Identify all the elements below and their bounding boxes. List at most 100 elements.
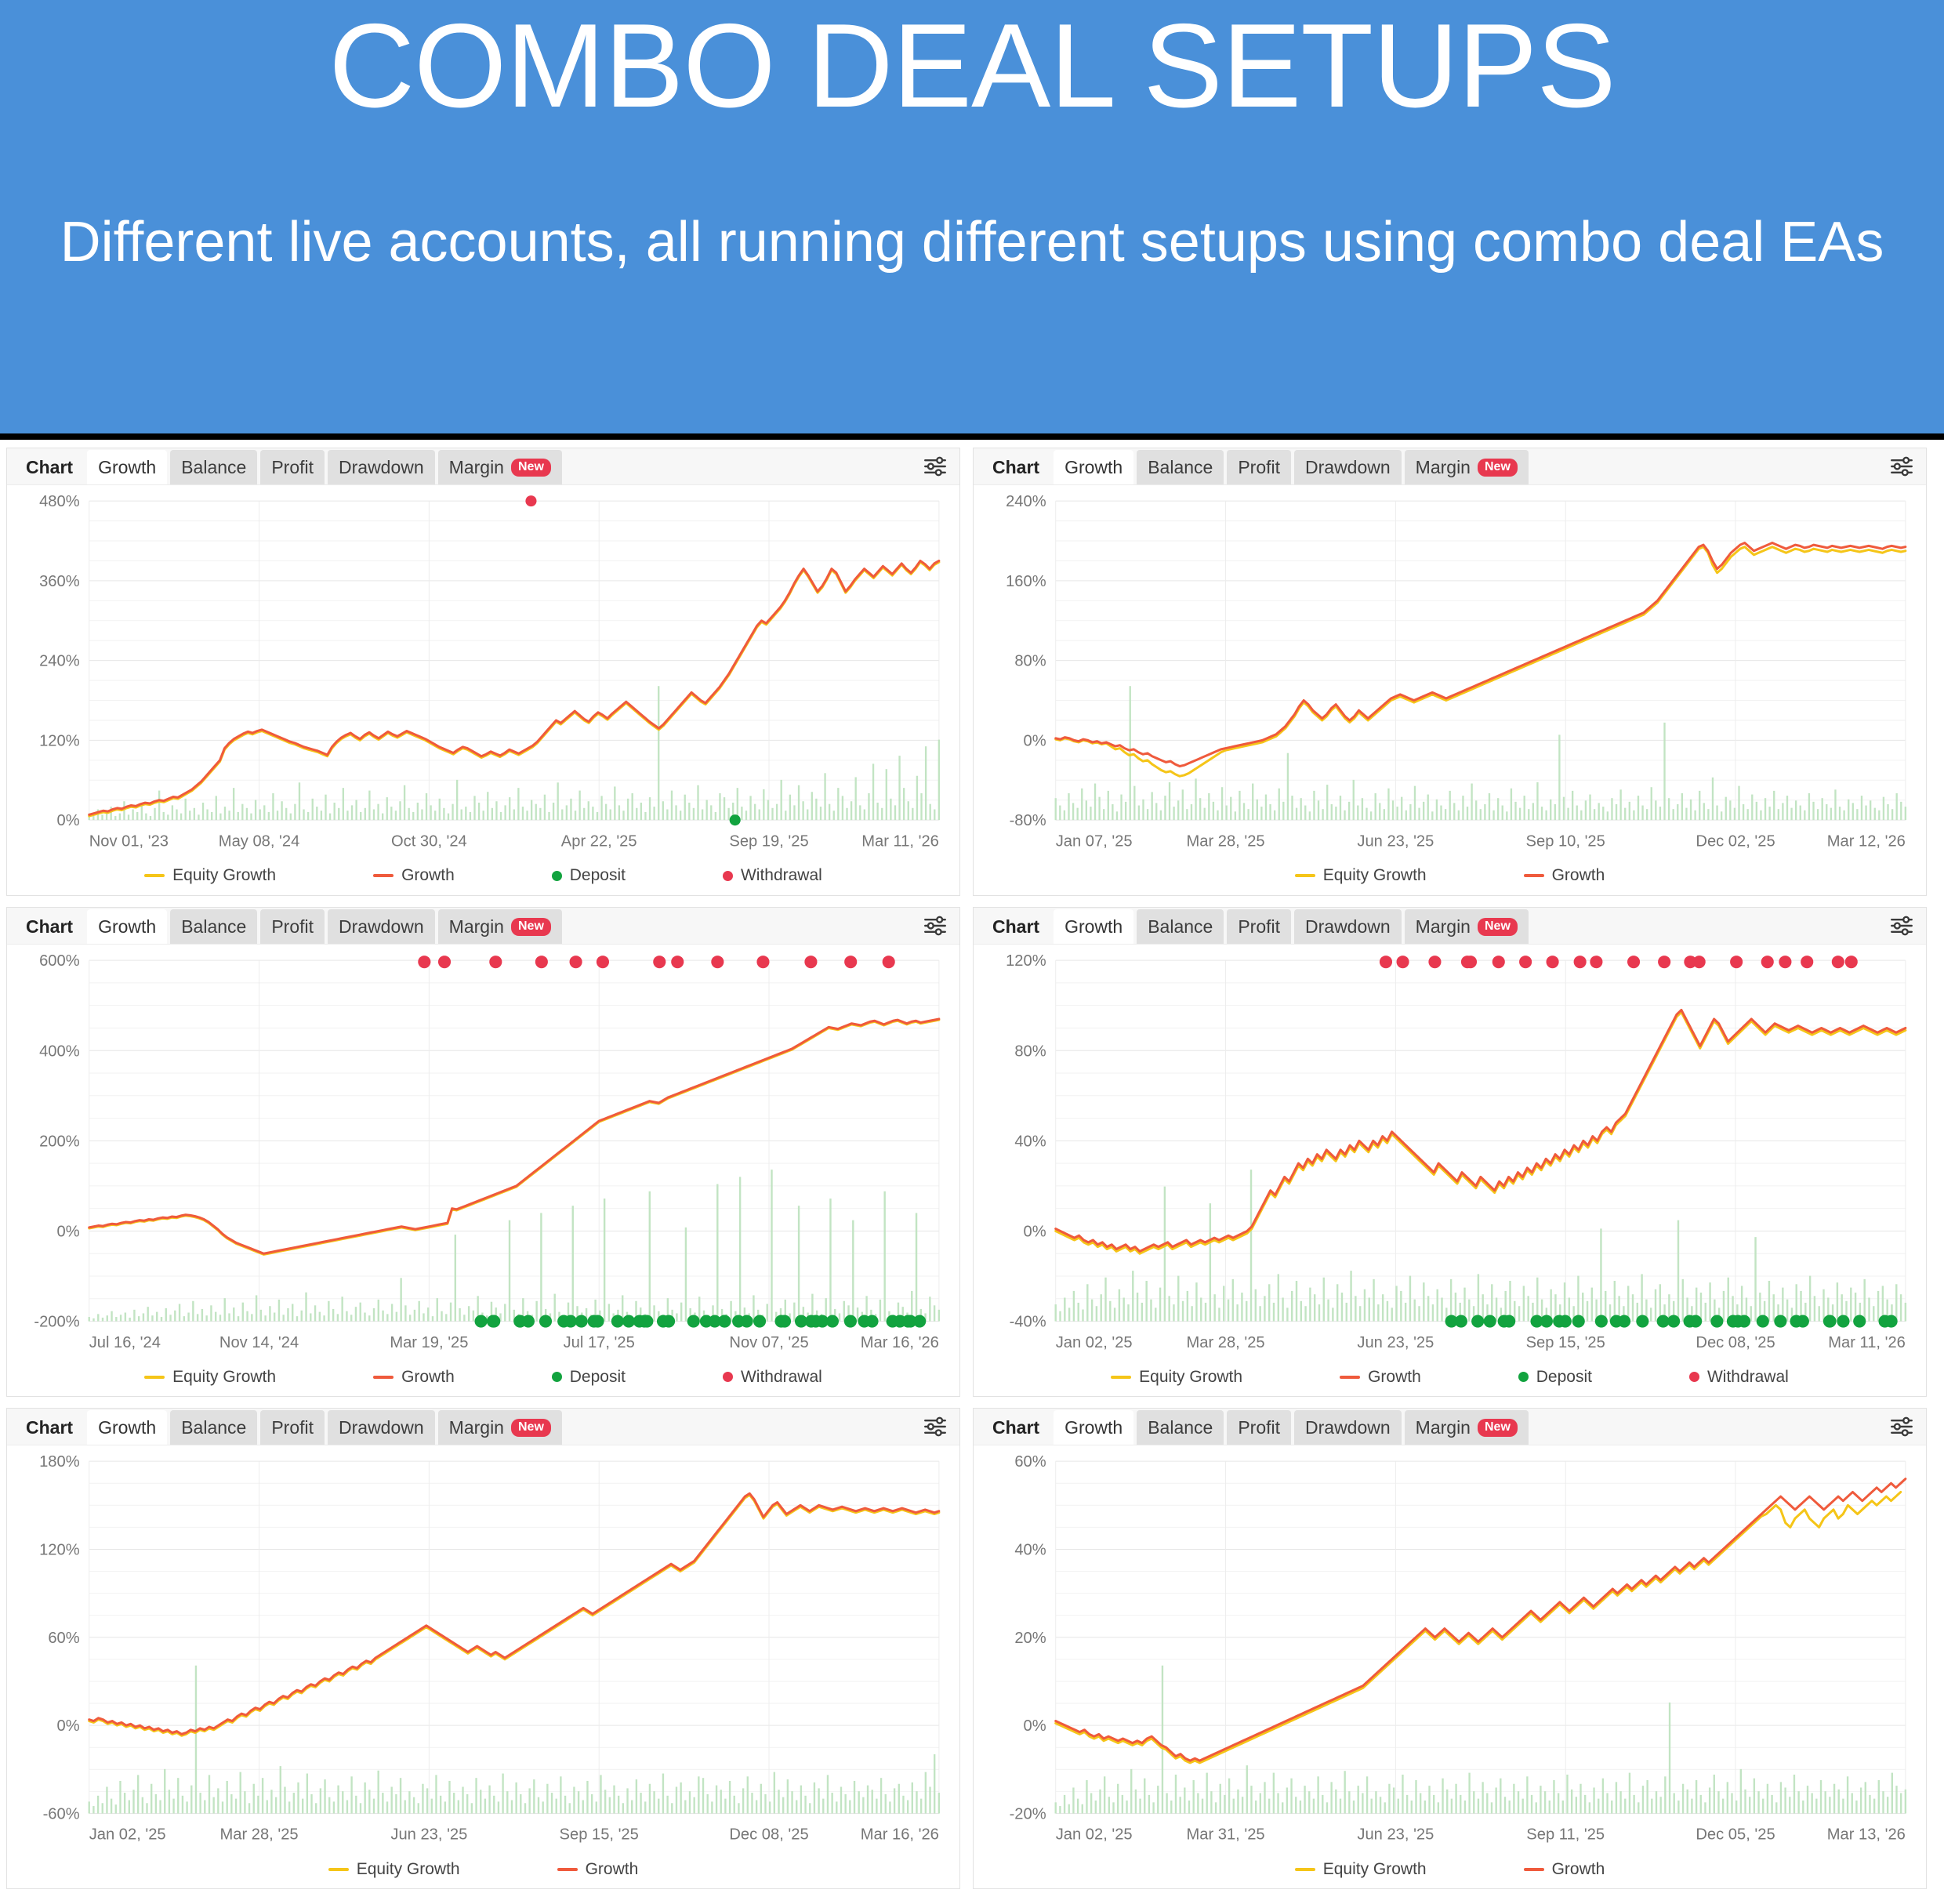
tab-profit[interactable]: Profit <box>260 909 325 945</box>
x-tick-label: Nov 14, '24 <box>219 1334 299 1351</box>
legend-equity-growth[interactable]: Equity Growth <box>144 1368 276 1387</box>
tab-margin[interactable]: Margin New <box>437 909 562 945</box>
legend-growth[interactable]: Growth <box>557 1859 639 1879</box>
legend-label: Equity Growth <box>1322 1859 1427 1878</box>
y-tick-label: -40% <box>1010 1314 1046 1331</box>
plot-area[interactable]: -60% 0% 60% 120% 180% Jan 02, '25 Mar 28, '25 J… <box>7 1445 959 1850</box>
deposit-marker <box>1558 1315 1572 1328</box>
tab-margin[interactable]: Margin New <box>1404 909 1529 945</box>
sliders-icon[interactable] <box>1885 1410 1918 1443</box>
new-badge: New <box>1477 917 1518 936</box>
tab-growth[interactable]: Growth <box>1054 909 1134 945</box>
sliders-icon[interactable] <box>919 1410 952 1443</box>
legend-deposit[interactable]: Deposit <box>551 866 626 885</box>
plot-area[interactable]: -80% 0% 80% 160% 240% Jan 07, '25 Mar 28, '25 J… <box>974 485 1926 857</box>
plot-area[interactable]: -20% 0% 20% 40% 60% Jan 02, '25 Mar 31, '25 Jun… <box>974 1445 1926 1850</box>
tab-chart[interactable]: Chart <box>15 909 84 944</box>
tab-margin[interactable]: Margin New <box>437 450 562 485</box>
legend-deposit[interactable]: Deposit <box>1518 1368 1592 1387</box>
tab-margin[interactable]: Margin New <box>1404 1410 1529 1445</box>
tab-profit[interactable]: Profit <box>260 450 325 485</box>
legend-growth[interactable]: Growth <box>1523 1860 1605 1879</box>
x-tick-label: Nov 07, '25 <box>729 1334 808 1351</box>
tab-drawdown[interactable]: Drawdown <box>1294 909 1402 945</box>
series-equity-growth <box>1054 1010 1907 1255</box>
sliders-icon[interactable] <box>919 909 952 942</box>
growth-swatch <box>557 1867 578 1871</box>
tab-margin[interactable]: Margin New <box>437 1410 562 1445</box>
tab-balance[interactable]: Balance <box>170 909 258 945</box>
tab-drawdown[interactable]: Drawdown <box>1294 450 1402 485</box>
y-tick-label: 80% <box>1014 653 1046 670</box>
equity-growth-swatch <box>328 1867 349 1871</box>
tab-drawdown[interactable]: Drawdown <box>328 450 435 485</box>
legend-equity-growth[interactable]: Equity Growth <box>1294 1859 1427 1879</box>
tab-margin[interactable]: Margin New <box>1404 450 1529 485</box>
deposit-marker <box>729 814 741 826</box>
legend-equity-growth[interactable]: Equity Growth <box>1294 866 1427 885</box>
tab-growth[interactable]: Growth <box>87 1410 168 1445</box>
tab-profit-label: Profit <box>271 456 314 477</box>
tab-chart[interactable]: Chart <box>15 450 84 484</box>
legend-withdrawal[interactable]: Withdrawal <box>1688 1368 1789 1387</box>
chart-panel-1: Chart Growth Balance Profit Drawdown Margin Ne… <box>6 448 960 896</box>
series-growth <box>1054 1478 1907 1762</box>
tab-drawdown[interactable]: Drawdown <box>328 1410 435 1445</box>
x-tick-label: Mar 16, '26 <box>861 1826 939 1844</box>
tab-growth-label: Growth <box>1064 916 1123 937</box>
plot-area[interactable]: -200% 0% 200% 400% 600% Jul 16, '24 Nov 14, '2… <box>7 945 959 1358</box>
withdrawal-marker <box>1492 956 1505 969</box>
tab-chart[interactable]: Chart <box>15 1410 84 1445</box>
tab-profit[interactable]: Profit <box>1227 1410 1292 1445</box>
tab-chart[interactable]: Chart <box>981 450 1050 484</box>
tab-growth[interactable]: Growth <box>87 450 168 485</box>
x-tick-label: Mar 11, '26 <box>1828 1334 1906 1351</box>
tab-profit[interactable]: Profit <box>260 1410 325 1445</box>
growth-chart-svg: -40% 0% 40% 80% 120% Jan 02, '25 Mar 28, '25 Ju… <box>1006 952 1907 1351</box>
legend-growth[interactable]: Growth <box>373 1368 455 1387</box>
plot-area[interactable]: -40% 0% 40% 80% 120% Jan 02, '25 Mar 28, '25 Ju… <box>974 945 1926 1358</box>
legend-withdrawal[interactable]: Withdrawal <box>722 1368 822 1387</box>
new-badge: New <box>510 1418 551 1437</box>
legend-label: Growth <box>585 1859 639 1878</box>
x-tick-label: Dec 08, '25 <box>729 1826 808 1844</box>
sliders-icon[interactable] <box>919 450 952 483</box>
tab-growth[interactable]: Growth <box>1054 1410 1134 1445</box>
tab-chart[interactable]: Chart <box>981 1410 1050 1445</box>
legend-equity-growth[interactable]: Equity Growth <box>144 866 276 885</box>
legend-equity-growth[interactable]: Equity Growth <box>1111 1368 1242 1387</box>
tab-profit[interactable]: Profit <box>1227 909 1292 945</box>
deposit-marker <box>1471 1315 1485 1328</box>
legend-equity-growth[interactable]: Equity Growth <box>328 1860 460 1879</box>
tab-balance[interactable]: Balance <box>1137 909 1224 945</box>
deposit-swatch <box>1518 1372 1529 1383</box>
sliders-icon[interactable] <box>1885 450 1918 483</box>
deposit-swatch <box>551 1372 562 1383</box>
y-tick-label: 40% <box>1014 1542 1046 1559</box>
withdrawal-marker <box>1779 956 1792 969</box>
tab-chart-label: Chart <box>992 916 1040 937</box>
tab-balance[interactable]: Balance <box>170 1410 258 1445</box>
tab-balance[interactable]: Balance <box>1137 1410 1224 1445</box>
tab-growth[interactable]: Growth <box>87 909 168 945</box>
y-tick-label: -80% <box>1010 813 1046 830</box>
deposit-marker <box>1530 1315 1543 1328</box>
tab-balance[interactable]: Balance <box>170 450 258 485</box>
legend-growth[interactable]: Growth <box>373 866 455 885</box>
legend-deposit[interactable]: Deposit <box>551 1368 626 1387</box>
deposit-marker <box>1618 1315 1631 1328</box>
sliders-icon[interactable] <box>1885 909 1918 942</box>
tab-drawdown[interactable]: Drawdown <box>1294 1410 1402 1445</box>
growth-chart-svg: -80% 0% 80% 160% 240% Jan 07, '25 Mar 28, '25 J… <box>1006 494 1907 850</box>
legend-withdrawal[interactable]: Withdrawal <box>722 866 822 885</box>
tab-chart[interactable]: Chart <box>981 909 1050 944</box>
tab-growth[interactable]: Growth <box>1054 450 1134 485</box>
plot-area[interactable]: 0% 120% 240% 360% 480% Nov 01, '23 May 08, '24… <box>7 485 959 857</box>
legend-growth[interactable]: Growth <box>1523 866 1605 885</box>
tab-drawdown[interactable]: Drawdown <box>328 909 435 945</box>
tab-profit[interactable]: Profit <box>1227 450 1292 485</box>
series-equity-growth <box>1054 1491 1902 1764</box>
legend-growth[interactable]: Growth <box>1340 1368 1421 1387</box>
withdrawal-marker <box>1684 956 1697 969</box>
tab-balance[interactable]: Balance <box>1137 450 1224 485</box>
